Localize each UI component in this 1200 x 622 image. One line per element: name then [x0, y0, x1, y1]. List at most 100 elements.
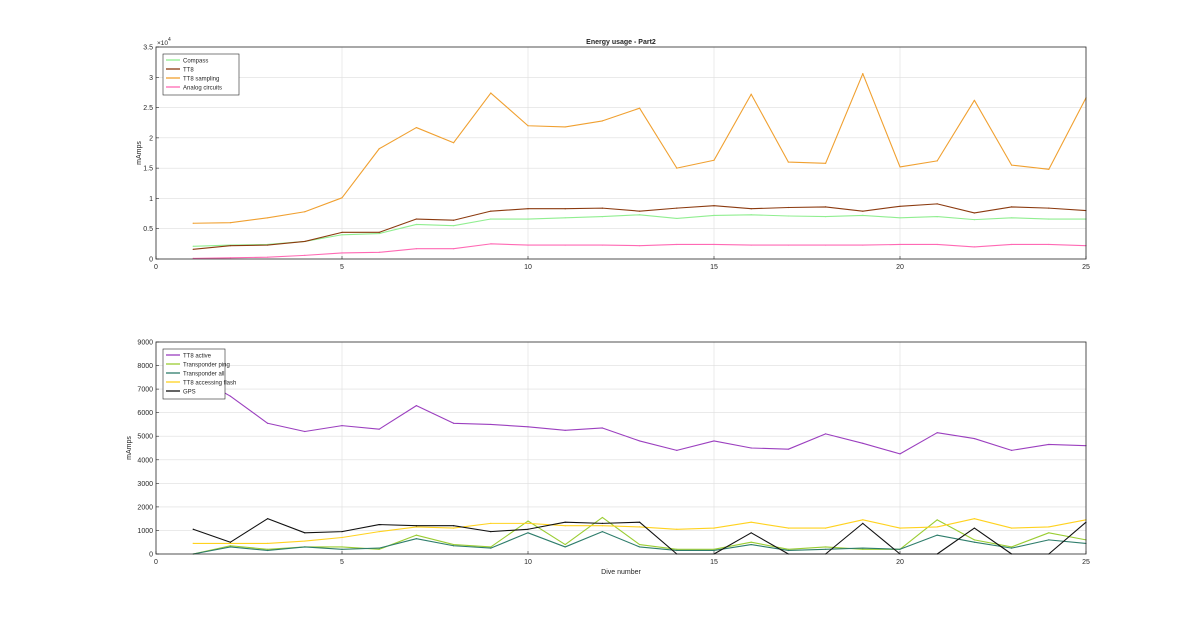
data-point: [415, 218, 417, 220]
data-point: [787, 215, 790, 217]
bottom-series-group: [192, 374, 1087, 555]
data-point: [453, 543, 455, 546]
data-point: [862, 442, 864, 444]
data-point: [973, 212, 976, 214]
legend-box: [162, 53, 240, 96]
data-point: [601, 522, 604, 524]
data-point: [973, 541, 976, 543]
data-point: [750, 541, 752, 543]
data-point: [601, 516, 604, 519]
data-point: [564, 217, 566, 219]
data-point: [564, 521, 566, 523]
data-point: [713, 549, 715, 552]
top-axes-box: [155, 46, 1087, 260]
x-tick-label: 20: [896, 559, 904, 566]
data-point: [490, 218, 492, 220]
bottom-legend: TT8 active Transponder ping Transponder al…: [162, 348, 236, 400]
data-point: [899, 205, 901, 207]
data-point: [267, 244, 269, 246]
y-tick-label: 8000: [137, 363, 153, 370]
data-point: [267, 518, 269, 520]
x-tick-label: 10: [524, 264, 532, 271]
bottom-y-ticks: 0 1000 2000 3000 4000 5000 6000 7000 8000 9000: [137, 340, 159, 559]
data-point: [1048, 168, 1050, 170]
data-point: [304, 430, 306, 433]
legend-label: TT8 accessing flash: [183, 380, 236, 386]
top-legend: Compass TT8 TT8 sampling Analog circuits: [162, 53, 240, 96]
y-tick-label: 0.5: [143, 226, 153, 233]
y-tick-label: 9000: [137, 340, 153, 347]
data-point: [192, 542, 194, 545]
data-point: [378, 428, 380, 430]
data-point: [415, 534, 417, 536]
data-point: [304, 254, 306, 256]
data-point: [787, 548, 790, 550]
y-tick-label: 1000: [137, 528, 153, 535]
data-point: [713, 214, 715, 216]
data-point: [564, 546, 566, 548]
data-point: [639, 526, 641, 528]
data-point: [639, 210, 641, 212]
data-point: [378, 232, 380, 235]
data-point: [1011, 547, 1013, 549]
data-point: [490, 547, 492, 549]
data-point: [676, 528, 678, 530]
data-point: [936, 432, 938, 434]
data-point: [862, 548, 864, 550]
data-point: [936, 216, 938, 218]
data-point: [862, 519, 864, 521]
data-point: [676, 167, 678, 169]
data-point: [341, 536, 343, 539]
data-point: [453, 527, 455, 529]
data-point: [1048, 207, 1050, 209]
data-point: [825, 433, 827, 435]
data-point: [862, 73, 864, 75]
data-point: [490, 423, 492, 426]
y-tick-label: 0: [149, 552, 153, 559]
top-plot-area: [156, 47, 1086, 259]
legend-label: TT8 sampling: [183, 76, 219, 82]
data-point: [713, 527, 715, 529]
top-x-ticks: 0 5 10 15 20 25: [154, 256, 1090, 271]
y-tick-label: 4000: [137, 457, 153, 464]
data-point: [676, 449, 678, 451]
data-point: [267, 549, 269, 552]
data-point: [267, 542, 269, 545]
data-point: [415, 223, 417, 226]
data-point: [899, 166, 901, 168]
data-point: [527, 125, 529, 127]
data-point: [1011, 243, 1013, 246]
legend-label: Transponder ping: [183, 362, 230, 368]
data-point: [192, 528, 194, 530]
data-point: [862, 547, 864, 549]
data-point: [378, 548, 380, 550]
data-point: [527, 532, 529, 534]
data-point: [1048, 443, 1050, 446]
data-point: [862, 214, 864, 216]
data-point: [750, 214, 752, 216]
bottom-plot-area: [156, 342, 1086, 554]
data-point: [304, 532, 306, 534]
data-point: [1048, 243, 1050, 246]
x-tick-label: 20: [896, 264, 904, 271]
bottom-subplot: 0 5 10 15 20 25 0 1000 2000 3000 4000 5000 6000 7000…: [126, 340, 1090, 577]
data-point: [639, 245, 641, 247]
data-point: [341, 234, 343, 236]
top-grid: [156, 47, 1086, 259]
data-point: [713, 159, 715, 161]
data-point: [639, 543, 641, 546]
bottom-axes-box: [155, 341, 1087, 555]
data-point: [601, 120, 604, 122]
data-point: [341, 546, 343, 548]
data-point: [564, 525, 566, 527]
data-point: [229, 257, 231, 259]
data-point: [229, 395, 231, 397]
y-tick-label: 0: [149, 257, 153, 264]
data-point: [527, 522, 529, 524]
data-point: [936, 203, 938, 205]
data-point: [229, 245, 231, 247]
data-point: [973, 219, 976, 221]
y-tick-label: 2000: [137, 504, 153, 511]
data-point: [713, 548, 715, 550]
